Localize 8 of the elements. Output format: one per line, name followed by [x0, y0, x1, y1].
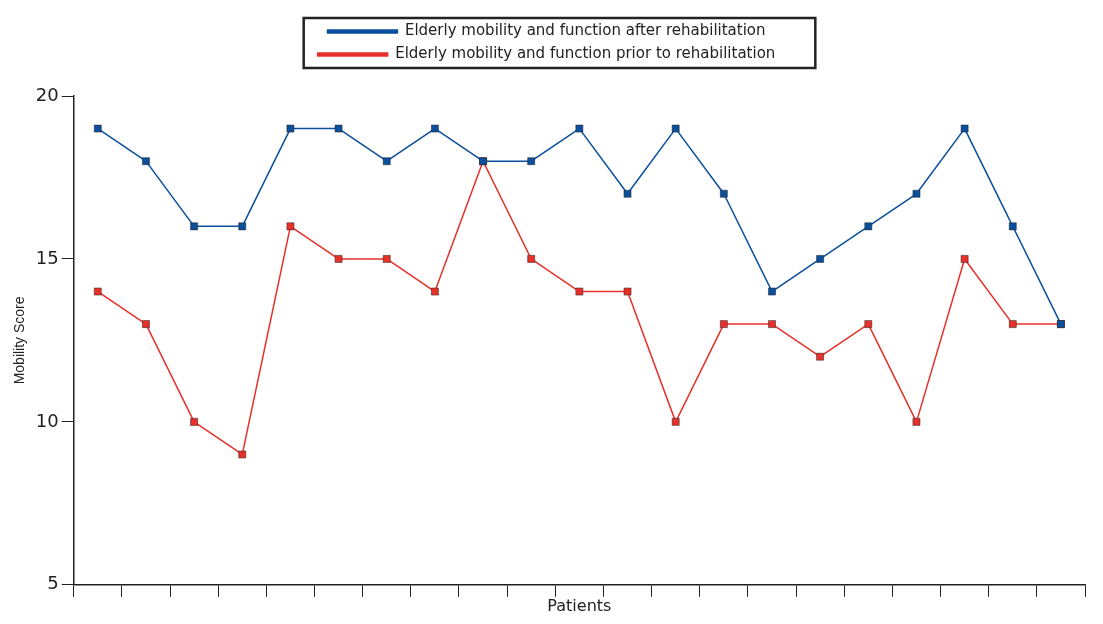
y-tick-label: 10	[35, 409, 59, 431]
x-axis-title: Patients	[547, 595, 612, 615]
legend-label: Elderly mobility and function prior to rehabilitation	[395, 44, 776, 63]
y-tick-label: 5	[47, 572, 59, 594]
y-axis-title: Mobility Score	[11, 296, 28, 385]
legend-label: Elderly mobility and function after rehabilitation	[404, 21, 766, 40]
y-tick-label: 15	[35, 246, 59, 268]
y-tick-label: 20	[35, 83, 59, 105]
